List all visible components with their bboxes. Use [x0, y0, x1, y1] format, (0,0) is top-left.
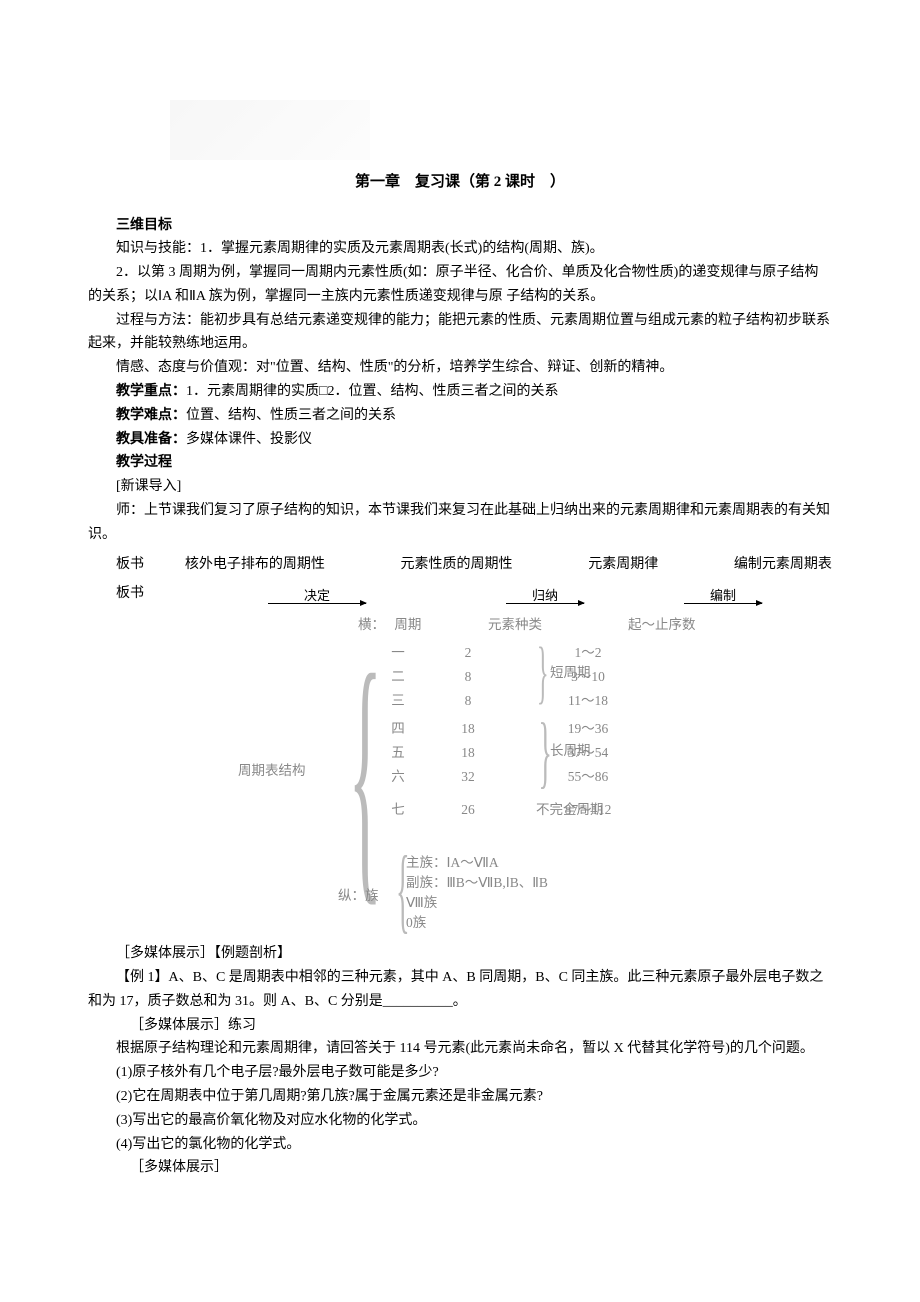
period-name: 六	[378, 766, 418, 789]
brace-icon: {	[348, 628, 382, 918]
period-name: 一	[378, 642, 418, 665]
period-row: 六3255～86	[378, 766, 758, 789]
diagram-root-label: 周期表结构	[238, 760, 306, 783]
lead-in: [新课导入]	[88, 475, 832, 499]
focus-text: 1．元素周期律的实质□2．位置、结构、性质三者之间的关系	[186, 384, 558, 399]
difficulty-head: 教学难点：	[116, 408, 186, 423]
multimedia-1: ［多媒体展示］【例题剖析】	[88, 942, 832, 966]
arrow-1: 决定	[262, 585, 372, 604]
arrow-2: 归纳	[500, 585, 590, 604]
period-count: 2	[418, 642, 518, 665]
goal-method: 过程与方法：能初步具有总结元素递变规律的能力；能把元素的性质、元素周期位置与组成…	[88, 309, 832, 357]
question-1: (1)原子核外有几个电子层?最外层电子数可能是多少?	[88, 1061, 832, 1085]
period-count: 8	[418, 690, 518, 713]
period-name: 二	[378, 666, 418, 689]
board-flow-row-1: 板书 核外电子排布的周期性 元素性质的周期性 元素周期律 编制元素周期表	[88, 553, 832, 577]
practice-intro: 根据原子结构理论和元素周期律，请回答关于 114 号元素(此元素尚未命名，暂以 …	[88, 1037, 832, 1061]
heading-process-text: 教学过程	[116, 455, 172, 470]
prep-text: 多媒体课件、投影仪	[186, 432, 312, 447]
period-count: 32	[418, 766, 518, 789]
brace-icon: }	[537, 638, 549, 708]
flow-node-c: 元素周期律	[588, 553, 658, 577]
diagram-vert-label: 纵：族	[338, 885, 379, 908]
lesson-title: 第一章 复习课（第 2 课时 ）	[88, 170, 832, 196]
group-line: 0族	[406, 912, 426, 935]
incomplete-period-label: 不完全周期	[536, 799, 604, 822]
arrow-icon	[506, 603, 584, 604]
goal-emotion: 情感、态度与价值观：对"位置、结构、性质"的分析，培养学生综合、辩证、创新的精神…	[88, 356, 832, 380]
board2-label: 板书	[116, 582, 144, 606]
period-count: 18	[418, 742, 518, 765]
period-count: 26	[418, 799, 518, 822]
prep-line: 教具准备：多媒体课件、投影仪	[88, 428, 832, 452]
period-row: 三811～18	[378, 690, 758, 713]
page-body: 第一章 复习课（第 2 课时 ） 三维目标 知识与技能：1．掌握元素周期律的实质…	[0, 0, 920, 1240]
board-flow-row-2: 板书 决定 归纳 编制	[88, 582, 832, 606]
period-name: 四	[378, 718, 418, 741]
period-count: 18	[418, 718, 518, 741]
goal-knowledge-1: 知识与技能：1．掌握元素周期律的实质及元素周期表(长式)的结构(周期、族)。	[88, 237, 832, 261]
diagram-horiz-label: 横： 周期	[358, 614, 421, 637]
difficulty-text: 位置、结构、性质三者之间的关系	[186, 408, 396, 423]
period-name: 五	[378, 742, 418, 765]
period-row: 四1819～36	[378, 718, 758, 741]
question-2: (2)它在周期表中位于第几周期?第几族?属于金属元素还是非金属元素?	[88, 1085, 832, 1109]
multimedia-2: ［多媒体展示］练习	[88, 1014, 832, 1038]
arrow-icon	[268, 603, 366, 604]
flow-node-b: 元素性质的周期性	[401, 553, 513, 577]
example-1: 【例 1】A、B、C 是周期表中相邻的三种元素，其中 A、B 同周期，B、C 同…	[88, 966, 832, 1014]
period-name: 七	[378, 799, 418, 822]
heading-process: 教学过程	[88, 451, 832, 475]
arrow-3: 编制	[678, 585, 768, 604]
question-4: (4)写出它的氯化物的化学式。	[88, 1133, 832, 1157]
period-name: 三	[378, 690, 418, 713]
flow-node-d: 编制元素周期表	[734, 553, 832, 577]
multimedia-3: ［多媒体展示］	[88, 1156, 832, 1180]
focus-head: 教学重点：	[116, 384, 186, 399]
periodic-table-structure-diagram: 周期表结构 { 横： 周期 元素种类 起～止序数 一21～2二83～10三811…	[88, 610, 832, 940]
flow-node-a: 核外电子排布的周期性	[185, 553, 325, 577]
board1-label: 板书	[116, 553, 158, 577]
arrow-icon	[684, 603, 762, 604]
long-period-label: 长周期	[550, 740, 591, 763]
heading-goals-text: 三维目标	[116, 218, 172, 233]
question-3: (3)写出它的最高价氧化物及对应水化物的化学式。	[88, 1109, 832, 1133]
diagram-range-label: 起～止序数	[628, 614, 696, 637]
difficulty-line: 教学难点：位置、结构、性质三者之间的关系	[88, 404, 832, 428]
goal-knowledge-2: 2．以第 3 周期为例，掌握同一周期内元素性质(如：原子半径、化合价、单质及化合…	[88, 261, 832, 309]
diagram-kinds-label: 元素种类	[488, 614, 542, 637]
period-count: 8	[418, 666, 518, 689]
teacher-line: 师：上节课我们复习了原子结构的知识，本节课我们来复习在此基础上归纳出来的元素周期…	[88, 499, 832, 547]
prep-head: 教具准备：	[116, 432, 186, 447]
focus-line: 教学重点：1．元素周期律的实质□2．位置、结构、性质三者之间的关系	[88, 380, 832, 404]
heading-goals: 三维目标	[88, 214, 832, 238]
short-period-label: 短周期	[550, 662, 591, 685]
